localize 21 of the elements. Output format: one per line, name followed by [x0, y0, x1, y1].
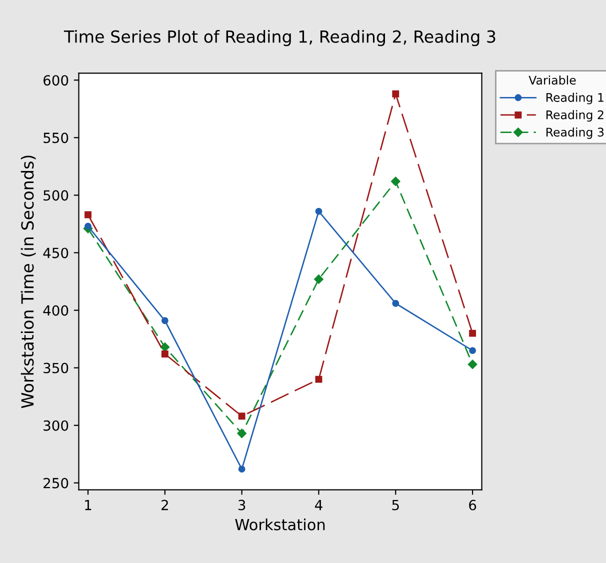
legend-title: Variable [528, 75, 576, 85]
legend-label: Reading 2 [546, 110, 604, 122]
y-axis-title: Workstation Time (in Seconds) [20, 156, 36, 408]
legend-label: Reading 1 [546, 92, 604, 104]
y-tick-label: 450 [43, 248, 68, 258]
x-tick-label: 1 [85, 500, 92, 510]
x-axis-title: Workstation [235, 518, 325, 530]
y-tick-label: 300 [44, 420, 68, 431]
x-tick-label: 2 [162, 500, 168, 510]
x-tick-label: 5 [392, 500, 399, 510]
y-tick-label: 400 [43, 305, 68, 316]
y-tick-label: 250 [44, 478, 68, 488]
x-tick-label: 4 [314, 500, 322, 510]
chart-title: Time Series Plot of Reading 1, Reading 2, Reading 3 [64, 30, 496, 46]
x-tick-label: 3 [238, 500, 246, 510]
x-tick-label: 6 [469, 500, 476, 510]
y-tick-label: 550 [44, 132, 68, 144]
y-tick-label: 350 [44, 362, 68, 374]
legend-label: Reading 3 [546, 127, 604, 139]
y-tick-label: 500 [44, 190, 68, 201]
y-tick-label: 600 [44, 75, 68, 86]
